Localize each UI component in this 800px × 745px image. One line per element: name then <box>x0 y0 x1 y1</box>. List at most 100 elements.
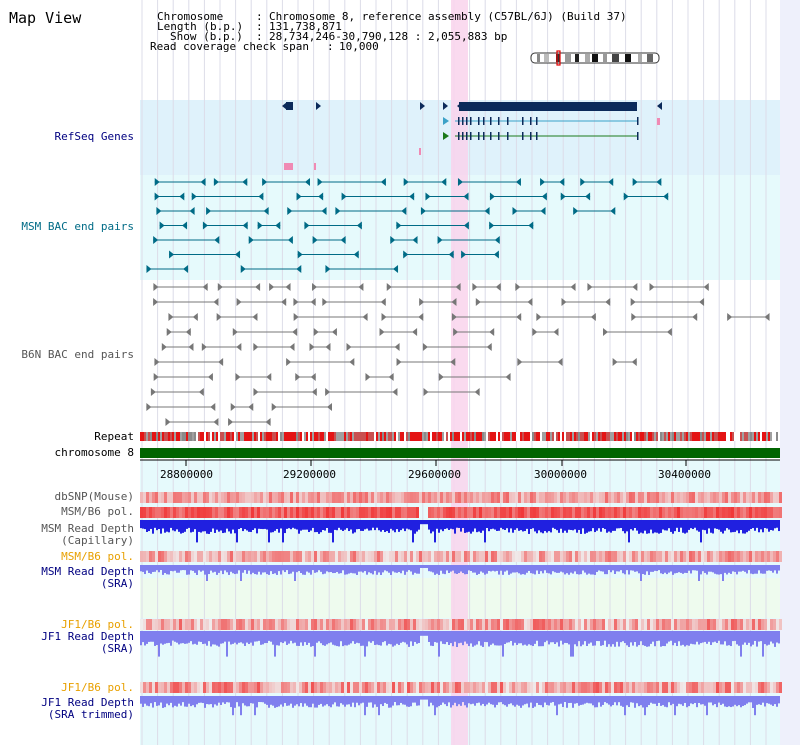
gene-arrow <box>282 102 287 110</box>
repeat-cell <box>744 432 746 441</box>
heat-cell <box>647 507 650 518</box>
depth-bar <box>440 631 442 642</box>
chromosome-ideogram[interactable] <box>530 50 660 66</box>
heat-cell <box>623 619 626 630</box>
heat-cell <box>644 551 647 562</box>
depth-bar <box>208 631 210 642</box>
heat-cell <box>467 551 470 562</box>
heat-cell <box>482 492 485 503</box>
label-jf1-depth-trimmed-1[interactable]: JF1 Read Depth <box>41 696 134 709</box>
heat-cell <box>446 619 449 630</box>
depth-bar <box>662 631 664 646</box>
label-b6n-bac-end-pairs[interactable]: B6N BAC end pairs <box>21 348 134 361</box>
depth-bar <box>254 696 256 716</box>
depth-bar <box>282 520 284 543</box>
heat-cell <box>470 682 473 693</box>
depth-bar <box>494 696 496 708</box>
depth-bar <box>222 565 224 575</box>
depth-bar <box>554 520 556 529</box>
heat-cell <box>704 682 707 693</box>
bac-end-marker <box>232 328 238 336</box>
heat-cell <box>197 551 200 562</box>
heat-cell <box>401 492 404 503</box>
depth-bar <box>312 565 314 571</box>
heat-cell <box>149 492 152 503</box>
depth-bar <box>698 520 700 532</box>
depth-bar <box>582 565 584 571</box>
depth-bar <box>218 696 220 703</box>
chromosome-bar[interactable] <box>140 448 780 458</box>
heat-cell <box>596 682 599 693</box>
repeat-track[interactable] <box>140 432 780 441</box>
heat-cell <box>737 492 740 503</box>
heat-cell <box>293 507 296 518</box>
heat-cell <box>416 492 419 503</box>
repeat-cell <box>308 432 310 441</box>
label-msm-depth-sra-1[interactable]: MSM Read Depth <box>41 565 134 578</box>
heat-cell <box>338 492 341 503</box>
heat-cell <box>593 682 596 693</box>
label-msm-b6-pol-2[interactable]: MSM/B6 pol. <box>61 550 134 563</box>
bac-end-marker <box>353 250 359 259</box>
label-repeat[interactable]: Repeat <box>94 430 134 443</box>
repeat-cell <box>698 432 700 441</box>
label-msm-depth-capillary-1[interactable]: MSM Read Depth <box>41 522 134 535</box>
label-msm-b6-pol-1[interactable]: MSM/B6 pol. <box>61 505 134 518</box>
depth-bar <box>320 565 322 572</box>
depth-bar <box>474 565 476 573</box>
heat-cell <box>503 551 506 562</box>
heat-cell <box>218 682 221 693</box>
msm-bac-end-pair-features[interactable] <box>146 178 669 273</box>
right-scroll-strip[interactable] <box>780 0 800 745</box>
heat-cell <box>728 507 731 518</box>
label-jf1-b6-pol-1[interactable]: JF1/B6 pol. <box>61 618 134 631</box>
heat-cell <box>188 619 191 630</box>
depth-bar <box>220 696 222 705</box>
depth-bar <box>502 520 504 530</box>
heat-cell <box>656 619 659 630</box>
heat-cell <box>191 507 194 518</box>
label-refseq-genes[interactable]: RefSeq Genes <box>54 130 134 143</box>
heat-cell <box>710 682 713 693</box>
depth-bar <box>510 520 512 529</box>
depth-bar <box>216 631 218 646</box>
depth-bar <box>724 520 726 531</box>
repeat-cell <box>142 432 144 441</box>
depth-bar <box>436 565 438 574</box>
label-jf1-b6-pol-2[interactable]: JF1/B6 pol. <box>61 681 134 694</box>
label-jf1-depth-sra-1[interactable]: JF1 Read Depth <box>41 630 134 643</box>
heat-cell <box>293 619 296 630</box>
depth-bar <box>364 565 366 572</box>
heat-cell <box>263 507 266 518</box>
depth-bar <box>564 631 566 643</box>
depth-bar <box>520 696 522 708</box>
repeat-cell <box>626 432 628 441</box>
label-chromosome-8[interactable]: chromosome 8 <box>54 446 134 459</box>
heat-cell <box>740 551 743 562</box>
heat-cell <box>167 682 170 693</box>
label-msm-bac-end-pairs[interactable]: MSM BAC end pairs <box>21 220 134 233</box>
depth-bar <box>166 520 168 532</box>
heat-cell <box>716 619 719 630</box>
repeat-cell <box>710 432 712 441</box>
label-dbsnp-mouse[interactable]: dbSNP(Mouse) <box>54 490 134 503</box>
depth-bar <box>616 696 618 706</box>
depth-bar <box>272 696 274 706</box>
bac-end-marker <box>207 373 213 381</box>
quantitative-tracks[interactable] <box>140 492 782 716</box>
repeat-cell <box>390 432 392 441</box>
depth-bar <box>146 520 148 532</box>
heat-cell <box>461 619 464 630</box>
heat-cell <box>350 492 353 503</box>
depth-bar <box>770 520 772 531</box>
repeat-cell <box>518 432 520 441</box>
heat-cell <box>662 682 665 693</box>
repeat-cell <box>438 432 440 441</box>
bac-end-marker <box>166 328 172 336</box>
repeat-cell <box>184 432 186 441</box>
b6n-bac-end-pair-features[interactable] <box>146 283 770 426</box>
refseq-gene-features[interactable] <box>282 102 662 170</box>
depth-bar <box>382 696 384 707</box>
heat-cell <box>743 507 746 518</box>
